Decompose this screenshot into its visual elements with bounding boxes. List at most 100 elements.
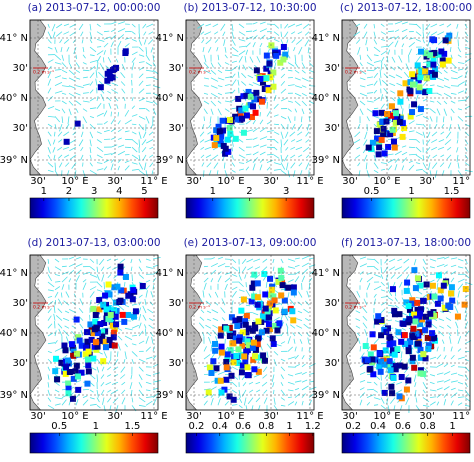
- concentration-cell: [435, 272, 442, 279]
- current-arrow: [262, 374, 268, 379]
- current-arrow: [422, 266, 427, 272]
- current-arrow: [96, 366, 100, 373]
- current-arrow: [82, 279, 87, 283]
- current-arrow: [436, 100, 442, 105]
- current-arrow: [221, 298, 226, 306]
- current-arrow: [198, 322, 205, 329]
- current-arrow: [47, 169, 54, 173]
- concentration-cell: [234, 116, 241, 123]
- current-arrow: [373, 169, 379, 174]
- current-arrow: [380, 31, 386, 35]
- current-arrow: [145, 290, 148, 298]
- current-arrow: [72, 39, 77, 44]
- concentration-cell: [259, 79, 266, 86]
- current-arrow: [264, 94, 268, 102]
- current-arrow: [366, 92, 374, 94]
- current-arrow: [457, 283, 464, 291]
- current-arrow: [120, 366, 126, 373]
- current-arrow: [439, 162, 445, 167]
- current-arrow: [301, 108, 305, 115]
- concentration-cell: [84, 338, 91, 345]
- current-arrow: [131, 105, 136, 109]
- concentration-cell: [109, 67, 116, 74]
- current-arrow: [305, 154, 310, 159]
- current-arrow: [79, 298, 84, 306]
- concentration-cell: [364, 357, 371, 364]
- concentration-cell: [225, 148, 232, 155]
- current-arrow: [119, 374, 126, 379]
- current-arrow: [304, 31, 310, 36]
- current-arrow: [429, 108, 436, 114]
- concentration-cell: [376, 350, 383, 357]
- current-arrow: [357, 46, 361, 55]
- current-arrow: [213, 162, 219, 169]
- current-arrow: [379, 70, 382, 78]
- y-label: 40° N: [312, 93, 340, 104]
- current-arrow: [287, 62, 295, 67]
- x-label: 30': [186, 411, 201, 422]
- current-arrow: [422, 31, 425, 39]
- colorbar-tick-label: 0.2: [345, 421, 361, 432]
- current-arrow: [80, 31, 84, 37]
- current-arrow: [356, 290, 361, 298]
- current-arrow: [373, 147, 376, 154]
- current-arrow: [265, 282, 268, 288]
- current-arrow: [456, 154, 459, 162]
- current-arrow: [266, 153, 274, 156]
- current-arrow: [456, 147, 459, 153]
- current-arrow: [63, 31, 70, 35]
- concentration-cell: [63, 364, 70, 371]
- current-arrow: [131, 114, 138, 117]
- current-arrow: [66, 46, 70, 52]
- current-arrow: [259, 136, 268, 140]
- current-arrow: [124, 165, 130, 171]
- current-arrow: [259, 158, 264, 163]
- current-arrow: [113, 274, 119, 279]
- concentration-cell: [440, 282, 447, 289]
- current-arrow: [285, 146, 289, 151]
- concentration-cell: [417, 370, 424, 377]
- x-label: 10° E: [373, 411, 400, 422]
- current-arrow: [120, 72, 126, 79]
- current-arrow: [144, 328, 147, 337]
- current-arrow: [373, 116, 380, 119]
- concentration-cell: [112, 299, 119, 306]
- current-arrow: [287, 396, 293, 398]
- concentration-cell: [397, 90, 404, 97]
- current-arrow: [68, 278, 72, 283]
- current-arrow: [294, 388, 300, 391]
- current-arrow: [223, 162, 226, 169]
- concentration-cell: [461, 301, 468, 308]
- current-arrow: [396, 274, 403, 280]
- current-arrow: [464, 46, 470, 49]
- current-arrow: [54, 69, 62, 71]
- current-arrow: [403, 71, 410, 79]
- current-arrow: [432, 162, 438, 169]
- concentration-cell: [273, 52, 280, 59]
- current-arrow: [359, 85, 366, 88]
- concentration-cell: [405, 344, 412, 351]
- current-arrow: [273, 316, 280, 321]
- current-arrow: [231, 286, 238, 291]
- current-arrow: [359, 380, 366, 383]
- concentration-cell: [374, 135, 381, 142]
- current-arrow: [61, 108, 66, 114]
- current-arrow: [300, 170, 303, 175]
- current-arrow: [283, 139, 289, 146]
- x-label: 30': [263, 176, 278, 187]
- current-arrow: [380, 56, 385, 63]
- concentration-cell: [439, 57, 446, 64]
- concentration-cell: [415, 77, 422, 84]
- current-arrow: [380, 397, 385, 404]
- current-arrow: [96, 404, 101, 409]
- concentration-cell: [401, 363, 408, 370]
- concentration-cell: [255, 96, 262, 103]
- current-arrow: [68, 92, 75, 97]
- concentration-cell: [387, 131, 394, 138]
- concentration-cell: [454, 313, 461, 320]
- current-arrow: [294, 69, 300, 74]
- current-arrow: [308, 399, 312, 406]
- current-arrow: [356, 332, 361, 337]
- concentration-cell: [236, 337, 243, 344]
- current-arrow: [47, 323, 53, 329]
